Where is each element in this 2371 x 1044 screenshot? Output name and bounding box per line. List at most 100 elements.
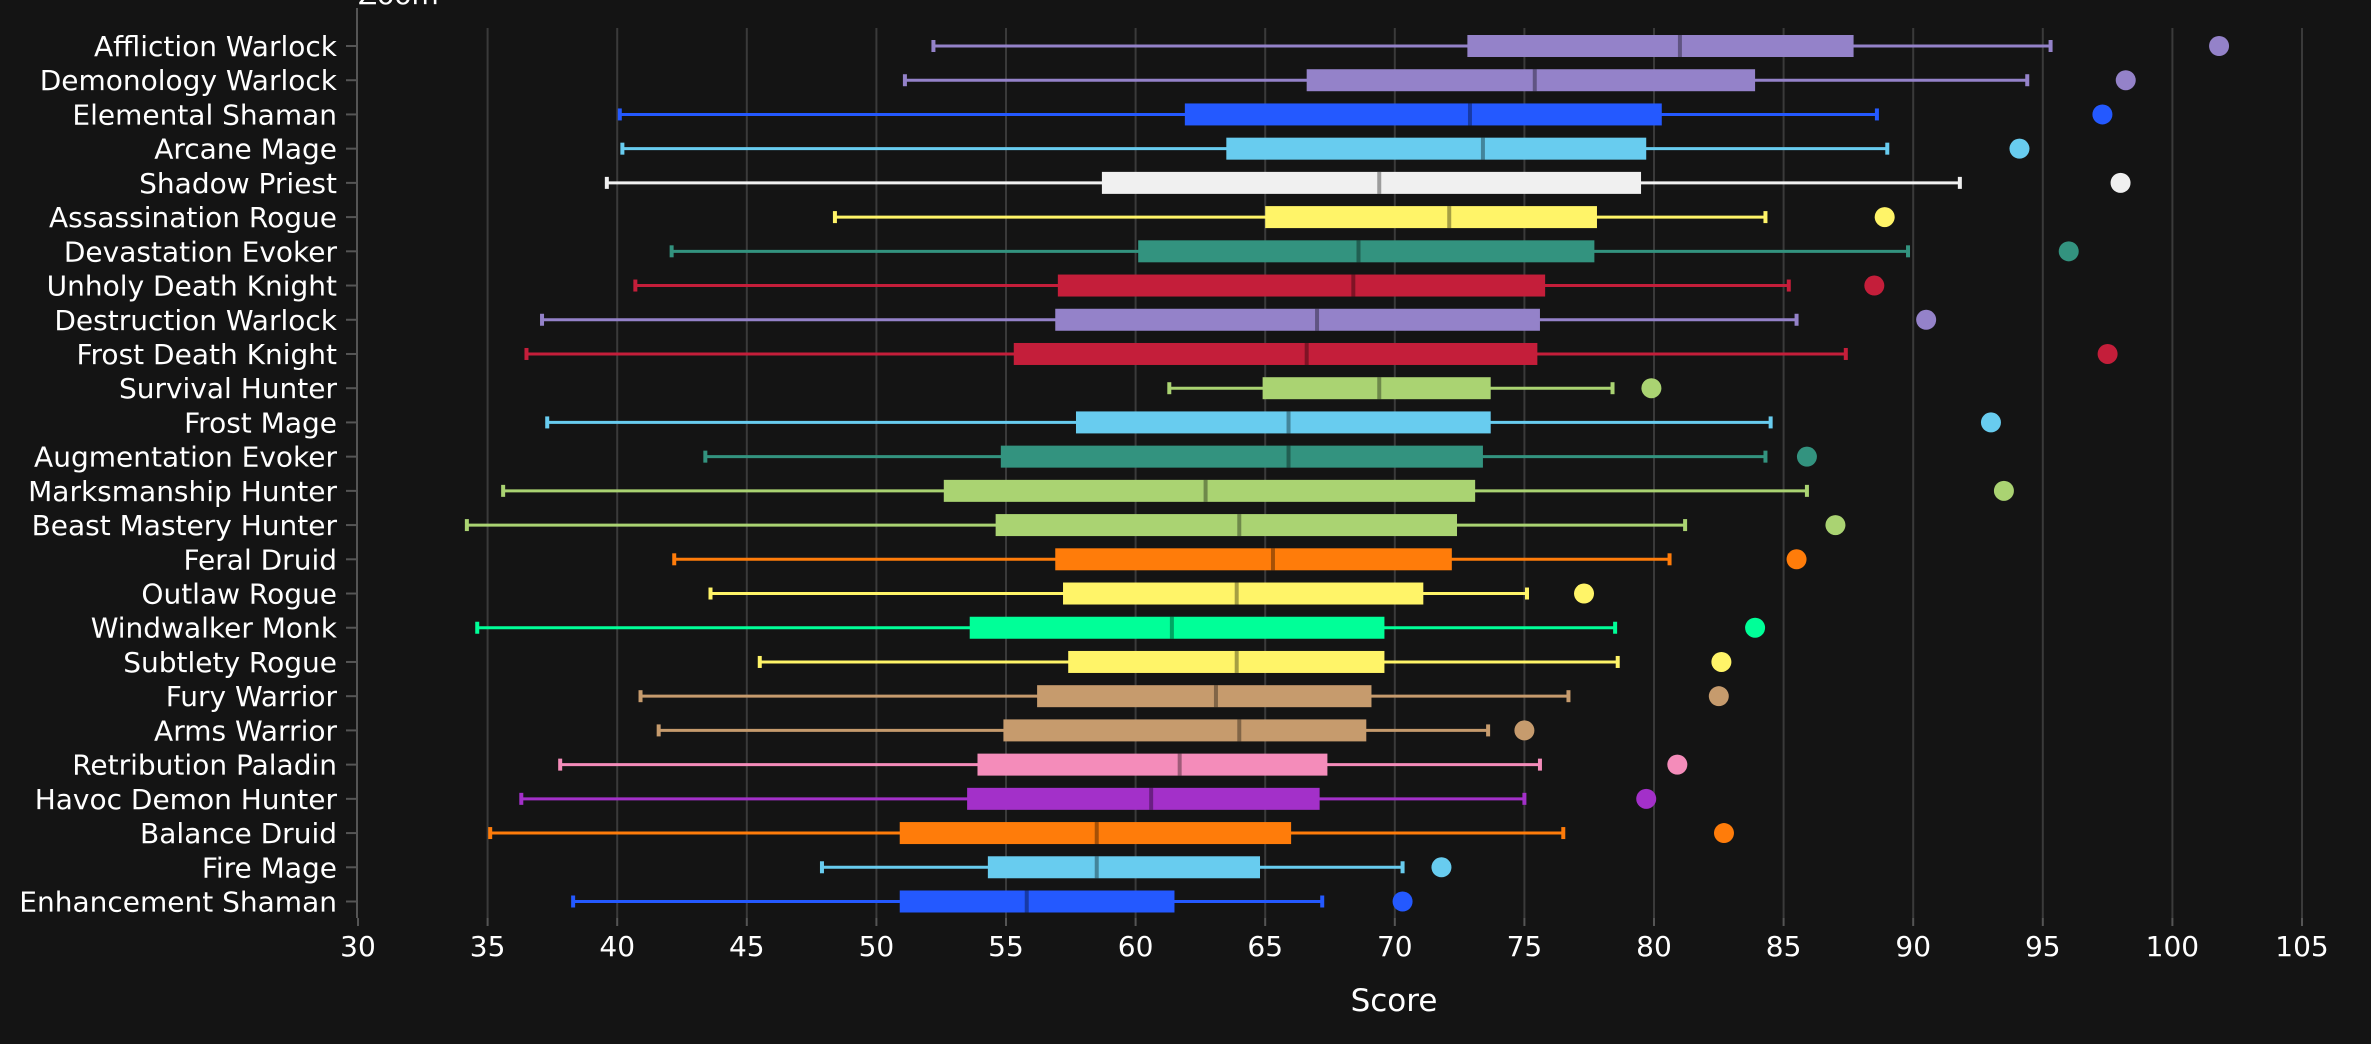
outlier-point [1574, 583, 1595, 604]
category-label-retribution-paladin: Retribution Paladin [72, 749, 337, 782]
outlier-point [1874, 207, 1895, 228]
box-row-subtlety-rogue [757, 650, 1732, 673]
x-tick-label-35: 35 [470, 930, 506, 963]
outlier-point [2209, 36, 2230, 56]
iqr-box [1000, 445, 1483, 468]
x-tick-label-60: 60 [1118, 930, 1154, 963]
box-row-retribution-paladin [558, 753, 1688, 776]
iqr-box [1306, 69, 1756, 92]
x-tick-label-40: 40 [599, 930, 635, 963]
category-label-balance-druid: Balance Druid [140, 817, 337, 850]
category-label-frost-death-knight: Frost Death Knight [76, 338, 337, 371]
box-row-elemental-shaman [617, 103, 2113, 126]
iqr-box [1226, 137, 1647, 160]
box-row-demonology-warlock [902, 69, 2136, 92]
outlier-point [1825, 515, 1846, 536]
box-row-feral-druid [672, 548, 1807, 571]
category-label-subtlety-rogue: Subtlety Rogue [123, 646, 337, 679]
outlier-point [1636, 788, 1657, 809]
box-row-fire-mage [819, 856, 1452, 879]
x-axis-title: Score [1351, 983, 1438, 1019]
iqr-box [1101, 171, 1642, 194]
iqr-box [1055, 548, 1452, 571]
iqr-box [1057, 274, 1546, 297]
iqr-box [1262, 377, 1491, 400]
box-row-beast-mastery-hunter [464, 514, 1846, 537]
outlier-point [2009, 138, 2030, 159]
iqr-box [1003, 719, 1367, 742]
x-tick-label-75: 75 [1507, 930, 1543, 963]
x-tick-label-55: 55 [988, 930, 1024, 963]
iqr-box [987, 856, 1261, 879]
outlier-point [1796, 446, 1817, 467]
box-row-affliction-warlock [931, 35, 2230, 57]
outlier-point [1667, 754, 1688, 775]
iqr-box [1055, 308, 1540, 331]
x-tick-label-30: 30 [340, 930, 376, 963]
box-row-outlaw-rogue [708, 582, 1595, 605]
category-label-demonology-warlock: Demonology Warlock [40, 64, 338, 97]
iqr-box [1265, 206, 1597, 229]
iqr-box [1184, 103, 1662, 126]
x-tick-label-50: 50 [859, 930, 895, 963]
box-row-augmentation-evoker [703, 445, 1817, 468]
outlier-point [1745, 617, 1766, 638]
iqr-box [1037, 685, 1372, 708]
category-label-unholy-death-knight: Unholy Death Knight [47, 270, 337, 303]
x-tick-label-65: 65 [1247, 930, 1283, 963]
category-label-enhancement-shaman: Enhancement Shaman [19, 886, 337, 919]
x-tick-label-70: 70 [1377, 930, 1413, 963]
outlier-point [1514, 720, 1535, 741]
category-label-windwalker-monk: Windwalker Monk [91, 612, 338, 645]
axis-layer: 30 35 40 45 50 55 60 65 70 75 80 85 90 95 100 105 Afflic… [19, 8, 2329, 963]
outlier-point [2058, 241, 2079, 262]
box-row-fury-warrior [638, 685, 1729, 708]
iqr-box [899, 822, 1292, 845]
iqr-box [1138, 240, 1595, 263]
category-label-marksmanship-hunter: Marksmanship Hunter [28, 475, 337, 508]
box-row-frost-mage [545, 411, 2001, 434]
outlier-point [1392, 891, 1413, 912]
outlier-point [1993, 480, 2014, 501]
x-tick-label-100: 100 [2146, 930, 2199, 963]
category-label-shadow-priest: Shadow Priest [139, 167, 337, 200]
category-label-feral-druid: Feral Druid [183, 543, 337, 576]
x-tick-label-80: 80 [1636, 930, 1672, 963]
category-label-destruction-warlock: Destruction Warlock [54, 304, 337, 337]
category-label-havoc-demon-hunter: Havoc Demon Hunter [35, 783, 338, 816]
box-row-unholy-death-knight [633, 274, 1885, 297]
outlier-point [1864, 275, 1885, 296]
category-label-arms-warrior: Arms Warrior [154, 714, 337, 747]
outlier-point [2097, 343, 2118, 364]
box-row-arcane-mage [620, 137, 2030, 160]
outlier-point [1431, 857, 1452, 878]
outlier-point [1786, 549, 1807, 570]
category-label-assassination-rogue: Assassination Rogue [49, 201, 337, 234]
box-layer [464, 35, 2230, 913]
category-label-arcane-mage: Arcane Mage [154, 133, 337, 166]
category-label-elemental-shaman: Elemental Shaman [72, 98, 337, 131]
iqr-box [1063, 582, 1424, 605]
box-row-balance-druid [488, 822, 1734, 845]
box-row-assassination-rogue [832, 206, 1895, 229]
box-row-windwalker-monk [475, 616, 1766, 639]
x-tick-label-90: 90 [1895, 930, 1931, 963]
iqr-box [1075, 411, 1491, 434]
outlier-point [1980, 412, 2001, 433]
category-label-affliction-warlock: Affliction Warlock [94, 30, 338, 63]
outlier-point [2110, 172, 2131, 193]
category-label-fire-mage: Fire Mage [202, 851, 337, 884]
category-label-survival-hunter: Survival Hunter [119, 372, 338, 405]
box-row-shadow-priest [604, 171, 2131, 194]
iqr-box [899, 890, 1175, 913]
box-row-marksmanship-hunter [501, 479, 2014, 502]
category-label-fury-warrior: Fury Warrior [166, 680, 338, 713]
box-row-survival-hunter [1167, 377, 1662, 400]
outlier-point [1713, 823, 1734, 844]
grid-layer [486, 28, 2303, 918]
iqr-box [969, 616, 1385, 639]
x-tick-label-105: 105 [2275, 930, 2328, 963]
box-row-havoc-demon-hunter [519, 787, 1657, 810]
outlier-point [2092, 104, 2113, 125]
